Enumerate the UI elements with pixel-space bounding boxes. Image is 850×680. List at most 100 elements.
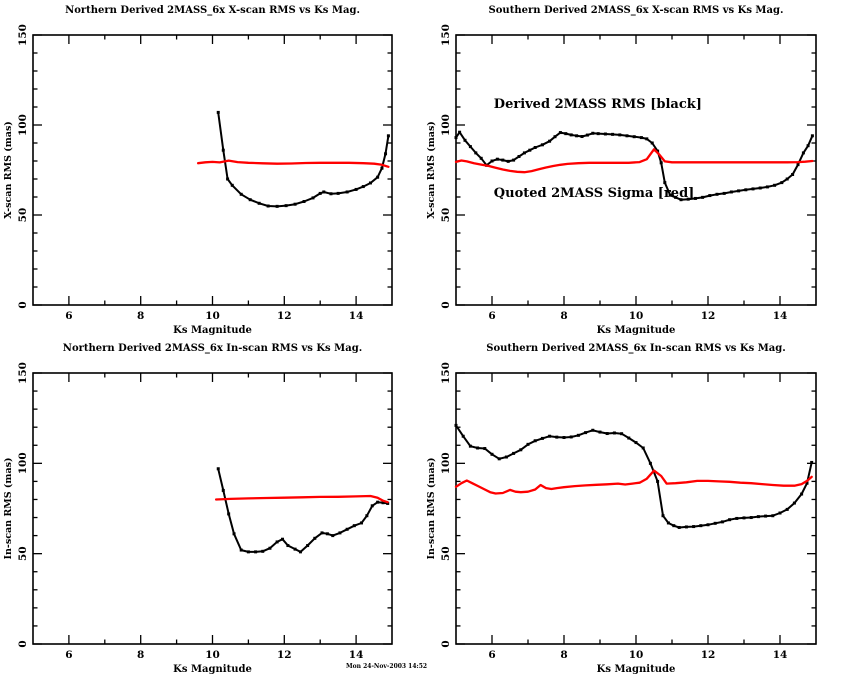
series-marker — [345, 190, 349, 194]
x-axis-label: Ks Magnitude — [173, 664, 252, 675]
series-marker — [257, 201, 261, 205]
series-marker — [639, 136, 643, 140]
series-marker — [668, 193, 672, 197]
x-axis-label: Ks Magnitude — [597, 664, 676, 675]
series-marker — [461, 434, 465, 438]
y-tick-label: 0 — [440, 301, 452, 308]
series-marker — [693, 196, 697, 200]
x-tick-label: 14 — [349, 310, 364, 322]
series-marker — [302, 200, 306, 203]
series-marker — [612, 431, 616, 435]
series-marker — [701, 195, 705, 199]
series-marker — [708, 194, 712, 198]
series-marker — [679, 198, 683, 202]
series-marker — [468, 444, 472, 448]
series-marker — [666, 521, 670, 525]
series-marker — [553, 135, 557, 139]
y-axis-label: In-scan RMS (mas) — [3, 458, 14, 560]
y-axis-label: X-scan RMS (mas) — [426, 121, 437, 219]
series-marker — [764, 514, 768, 518]
series-marker — [376, 175, 380, 179]
series-marker — [792, 501, 796, 505]
x-tick-label: 8 — [560, 649, 567, 661]
series-marker — [216, 467, 220, 471]
series-marker — [293, 202, 297, 206]
series-marker — [692, 525, 696, 529]
series-marker — [785, 507, 789, 511]
series-line-derived-rms — [455, 424, 813, 529]
series-marker — [632, 135, 636, 139]
series-marker — [580, 135, 584, 139]
series-marker — [313, 536, 317, 540]
series-marker — [801, 151, 805, 155]
series-marker — [221, 148, 225, 152]
series-marker — [512, 451, 516, 455]
series-marker — [261, 549, 265, 553]
series-marker — [749, 516, 753, 520]
x-tick-label: 6 — [65, 310, 72, 322]
x-tick-label: 10 — [205, 310, 220, 322]
x-tick-label: 8 — [137, 649, 144, 661]
series-marker — [239, 192, 243, 196]
plot-panel-3: 6 8 10 12 14 0 50 100 150 Southern Derived 2MASS_… — [426, 343, 817, 675]
series-marker — [564, 132, 568, 136]
series-marker — [686, 197, 690, 201]
series-marker — [756, 515, 760, 519]
series-marker — [576, 433, 580, 437]
x-tick-label: 8 — [137, 310, 144, 322]
series-marker — [533, 439, 537, 443]
series-marker — [605, 432, 609, 436]
annotation-label: Quoted 2MASS Sigma [red] — [494, 186, 695, 201]
series-marker — [677, 525, 681, 529]
y-tick-label: 150 — [440, 24, 452, 46]
series-marker — [742, 516, 746, 520]
series-marker — [596, 132, 600, 136]
series-marker — [526, 442, 530, 446]
series-marker — [239, 548, 243, 552]
series-marker — [548, 434, 552, 438]
y-tick-label: 50 — [440, 208, 452, 223]
series-marker — [598, 430, 602, 434]
x-tick-label: 8 — [560, 310, 567, 322]
axes-frame — [32, 34, 393, 306]
series-marker — [645, 137, 649, 141]
x-tick-label: 10 — [205, 649, 220, 661]
x-tick-label: 14 — [349, 649, 364, 661]
series-marker — [483, 447, 487, 451]
series-marker — [584, 431, 588, 435]
x-tick-label: 10 — [629, 310, 644, 322]
series-marker — [368, 181, 372, 185]
series-marker — [684, 525, 688, 529]
series-marker — [230, 183, 234, 187]
y-tick-label: 100 — [17, 114, 29, 136]
x-axis-label: Ks Magnitude — [597, 325, 676, 336]
series-marker — [331, 534, 335, 538]
series-marker — [591, 428, 595, 432]
series-marker — [555, 435, 559, 439]
series-marker — [501, 158, 505, 162]
y-tick-label: 150 — [440, 362, 452, 384]
x-tick-label: 6 — [488, 649, 495, 661]
series-marker — [778, 511, 782, 515]
plot-panel-2: 6 8 10 12 14 0 50 100 150 Northern Derived 2MASS_… — [3, 343, 393, 675]
series-marker — [722, 191, 726, 195]
series-marker — [603, 132, 607, 136]
series-line-quoted-sigma — [454, 469, 813, 495]
series-marker — [620, 432, 624, 436]
series-marker — [758, 186, 762, 190]
series-marker — [468, 145, 472, 149]
series-marker — [575, 134, 579, 138]
series-marker — [528, 148, 532, 152]
series-marker — [699, 524, 703, 528]
series-marker — [771, 514, 775, 518]
x-axis-label: Ks Magnitude — [173, 325, 252, 336]
series-marker — [558, 131, 562, 135]
series-marker — [674, 195, 678, 199]
series-marker — [806, 144, 810, 148]
series-marker — [715, 192, 719, 196]
series-marker — [785, 177, 789, 181]
series-marker — [729, 190, 733, 194]
series-marker — [386, 501, 390, 505]
series-marker — [281, 537, 285, 541]
